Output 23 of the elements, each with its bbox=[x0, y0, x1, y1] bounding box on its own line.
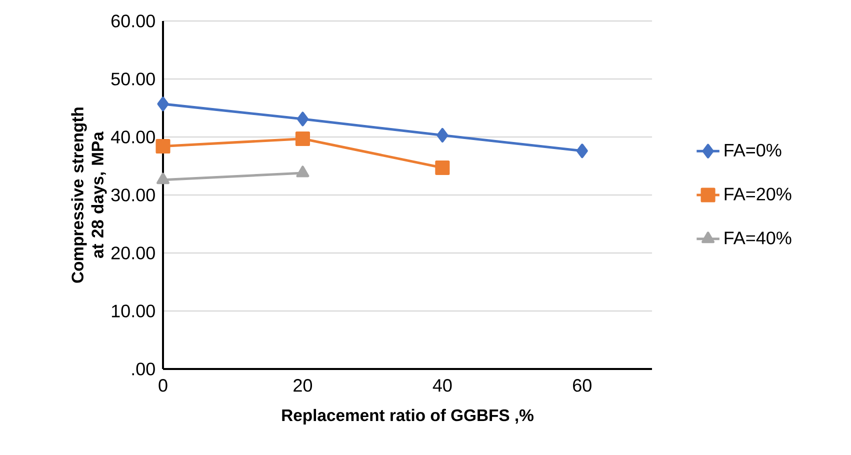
legend-label: FA=20% bbox=[724, 188, 792, 200]
x-tick-label: 60 bbox=[573, 379, 592, 392]
y-tick-label: 30.00 bbox=[111, 188, 155, 202]
y-tick-label: 50.00 bbox=[111, 72, 155, 86]
point bbox=[436, 128, 448, 143]
x-axis-title: Replacement ratio of GGBFS ,% bbox=[282, 408, 534, 424]
y-tick-label: 40.00 bbox=[111, 130, 155, 144]
point bbox=[296, 112, 308, 126]
legend-label: FA=40% bbox=[724, 232, 792, 244]
point bbox=[576, 144, 588, 158]
y-tick-label: 10.00 bbox=[112, 304, 155, 318]
x-tick-label: 20 bbox=[294, 379, 312, 392]
point bbox=[435, 160, 450, 176]
legend-label: FA=0% bbox=[724, 144, 782, 157]
y-tick-label: 20.00 bbox=[111, 246, 155, 260]
x-tick-label: 0 bbox=[158, 379, 168, 392]
point bbox=[295, 131, 310, 146]
x-tick-label: 40 bbox=[432, 379, 452, 392]
point bbox=[157, 96, 169, 112]
y-axis-title: Compressive strength at 28 days, MPa bbox=[71, 108, 107, 283]
point bbox=[156, 139, 170, 154]
y-tick-label: .00 bbox=[132, 362, 155, 376]
y-tick-label: 60.00 bbox=[112, 14, 155, 28]
